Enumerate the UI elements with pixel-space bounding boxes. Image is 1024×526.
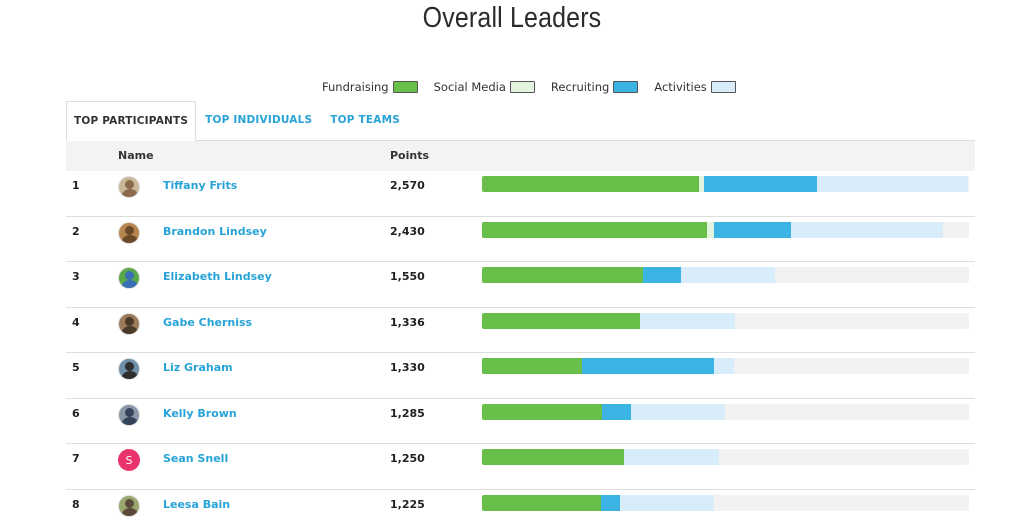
rank: 4 xyxy=(72,315,80,329)
points-breakdown-bar xyxy=(482,449,969,465)
points-value: 1,330 xyxy=(390,361,425,374)
rank: 7 xyxy=(72,452,80,465)
rank: 2 xyxy=(72,224,80,238)
points-value: 1,250 xyxy=(390,452,425,465)
rank: 6 xyxy=(72,406,80,420)
legend-item-recruiting: Recruiting xyxy=(550,80,639,94)
tab-top-teams[interactable]: TOP TEAMS xyxy=(330,114,400,126)
points-breakdown-bar xyxy=(482,221,969,238)
fundraising-segment xyxy=(482,221,707,238)
activities-segment xyxy=(630,403,725,420)
points-breakdown-bar xyxy=(482,494,969,511)
rank: 1 xyxy=(72,179,80,192)
social-media-segment xyxy=(699,176,704,192)
points-value: 1,285 xyxy=(390,406,425,420)
table-row: 1 Tiffany Frits 2,570 xyxy=(66,171,975,217)
legend-item-activities: Activities xyxy=(654,80,736,94)
avatar[interactable] xyxy=(118,403,140,426)
activities-segment xyxy=(681,267,775,283)
legend: Fundraising Social Media Recruiting Acti… xyxy=(322,79,736,95)
leaderboard-tabs: TOP PARTICIPANTS TOP INDIVIDUALS TOP TEA… xyxy=(66,101,975,141)
points-breakdown-bar xyxy=(482,312,969,329)
table-row: 3 Elizabeth Lindsey 1,550 xyxy=(66,262,975,308)
table-row: 5 Liz Graham 1,330 xyxy=(66,353,975,399)
activities-segment xyxy=(619,494,714,511)
points-breakdown-bar xyxy=(482,358,969,374)
legend-swatch-activities xyxy=(710,81,736,93)
recruiting-segment xyxy=(643,267,682,283)
participant-name-link[interactable]: Tiffany Frits xyxy=(163,179,238,192)
legend-swatch-recruiting xyxy=(613,81,639,93)
participant-name-link[interactable]: Elizabeth Lindsey xyxy=(163,270,272,283)
table-row: 2 Brandon Lindsey 2,430 xyxy=(66,217,975,262)
points-value: 2,570 xyxy=(390,179,425,192)
points-value: 2,430 xyxy=(390,224,425,238)
participant-name-link[interactable]: Sean Snell xyxy=(163,452,229,465)
avatar[interactable] xyxy=(118,267,140,289)
activities-segment xyxy=(640,312,736,329)
avatar[interactable] xyxy=(118,176,140,198)
column-header-name: Name xyxy=(118,149,154,162)
avatar[interactable] xyxy=(118,221,140,244)
rank: 3 xyxy=(72,270,80,283)
legend-label: Social Media xyxy=(433,80,506,94)
points-breakdown-bar xyxy=(482,267,969,283)
column-header-points: Points xyxy=(390,149,430,162)
participant-name-link[interactable]: Kelly Brown xyxy=(163,406,237,420)
points-value: 1,550 xyxy=(390,270,425,283)
activities-segment xyxy=(713,358,734,374)
tab-top-individuals[interactable]: TOP INDIVIDUALS xyxy=(205,114,313,126)
fundraising-segment xyxy=(482,494,601,511)
legend-label: Recruiting xyxy=(550,80,610,94)
participant-name-link[interactable]: Leesa Bain xyxy=(163,497,231,511)
social-media-segment xyxy=(706,221,714,238)
fundraising-segment xyxy=(482,358,582,374)
rank: 8 xyxy=(72,497,80,511)
rank: 5 xyxy=(72,361,80,374)
table-row: 7 S Sean Snell 1,250 xyxy=(66,444,975,490)
avatar[interactable] xyxy=(118,494,140,517)
table-row: 6 Kelly Brown 1,285 xyxy=(66,399,975,444)
recruiting-segment xyxy=(600,494,620,511)
avatar[interactable] xyxy=(118,312,140,335)
fundraising-segment xyxy=(482,449,625,465)
table-row: 4 Gabe Cherniss 1,336 xyxy=(66,308,975,353)
recruiting-segment xyxy=(601,403,631,420)
table-header: Name Points xyxy=(66,141,975,171)
points-breakdown-bar xyxy=(482,403,969,420)
participant-name-link[interactable]: Gabe Cherniss xyxy=(163,315,253,329)
participant-name-link[interactable]: Liz Graham xyxy=(163,361,233,374)
tab-top-participants[interactable]: TOP PARTICIPANTS xyxy=(66,101,197,141)
participant-name-link[interactable]: Brandon Lindsey xyxy=(163,224,267,238)
fundraising-segment xyxy=(482,176,700,192)
legend-swatch-fundraising xyxy=(392,81,418,93)
points-breakdown-bar xyxy=(482,176,969,192)
legend-item-social-media: Social Media xyxy=(434,80,535,94)
legend-label: Fundraising xyxy=(322,80,389,94)
fundraising-segment xyxy=(482,403,602,420)
recruiting-segment xyxy=(581,358,714,374)
legend-item-fundraising: Fundraising xyxy=(322,80,418,94)
fundraising-segment xyxy=(482,312,641,329)
recruiting-segment xyxy=(703,176,817,192)
page-title: Overall Leaders xyxy=(422,2,602,34)
fundraising-segment xyxy=(482,267,644,283)
recruiting-segment xyxy=(713,221,791,238)
legend-swatch-social-media xyxy=(509,81,535,93)
table-row: 8 Leesa Bain 1,225 xyxy=(66,490,975,526)
legend-label: Activities xyxy=(654,80,707,94)
leaderboard-rows: 1 Tiffany Frits 2,570 2 Brandon Lindsey 2,430… xyxy=(66,171,975,526)
points-value: 1,336 xyxy=(390,315,425,329)
activities-segment xyxy=(790,221,943,238)
avatar[interactable]: S xyxy=(118,449,140,471)
avatar[interactable] xyxy=(118,358,140,380)
points-value: 1,225 xyxy=(390,497,425,511)
activities-segment xyxy=(624,449,720,465)
activities-segment xyxy=(816,176,969,192)
